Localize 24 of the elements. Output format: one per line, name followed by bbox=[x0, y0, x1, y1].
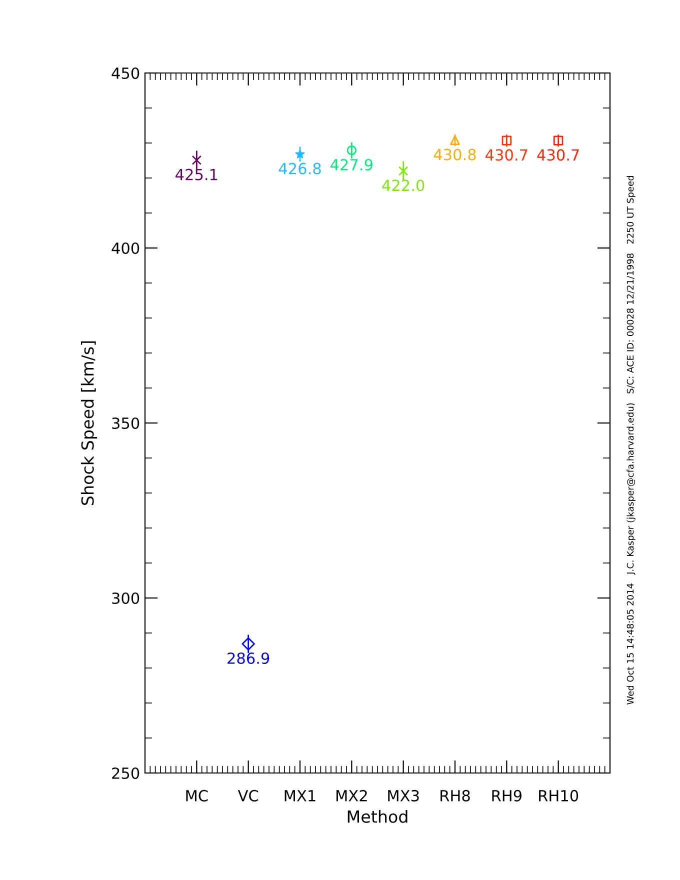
x-tick-label: MX1 bbox=[284, 790, 316, 802]
x-tick-label: MC bbox=[186, 790, 208, 802]
x-tick-label: RH9 bbox=[492, 790, 522, 802]
data-label: 422.0 bbox=[382, 180, 424, 192]
data-label: 426.8 bbox=[278, 162, 321, 174]
text: Wed Oct 15 14:48:05 2014 J.C. Kasper (jkasper@cfa.harvard.edu) S/C: ACE ID: 00028 12/21/1998 2250 UT Speed bbox=[626, 176, 636, 705]
x-tick-label: RH10 bbox=[539, 790, 578, 802]
y-tick-label: 300 bbox=[112, 592, 140, 604]
data-label: 430.8 bbox=[434, 148, 476, 160]
x-axis-title: Method bbox=[348, 810, 408, 823]
data-label: 427.9 bbox=[330, 158, 372, 171]
data-label: 286.9 bbox=[228, 652, 270, 664]
y-tick-label: 250 bbox=[112, 767, 140, 780]
data-label: 430.7 bbox=[486, 149, 528, 161]
y-tick-label: 450 bbox=[112, 67, 140, 80]
y-tick-label: 350 bbox=[112, 417, 140, 430]
data-label: 430.7 bbox=[537, 149, 579, 161]
x-tick-label: VC bbox=[238, 790, 258, 802]
y-axis-title: Shock Speed [km/s] bbox=[80, 341, 98, 505]
x-tick-label: RH8 bbox=[440, 790, 470, 802]
y-tick-label: 400 bbox=[112, 242, 140, 254]
data-label: 425.1 bbox=[176, 168, 218, 180]
x-tick-label: MX2 bbox=[336, 790, 367, 802]
x-tick-label: MX3 bbox=[388, 790, 419, 802]
